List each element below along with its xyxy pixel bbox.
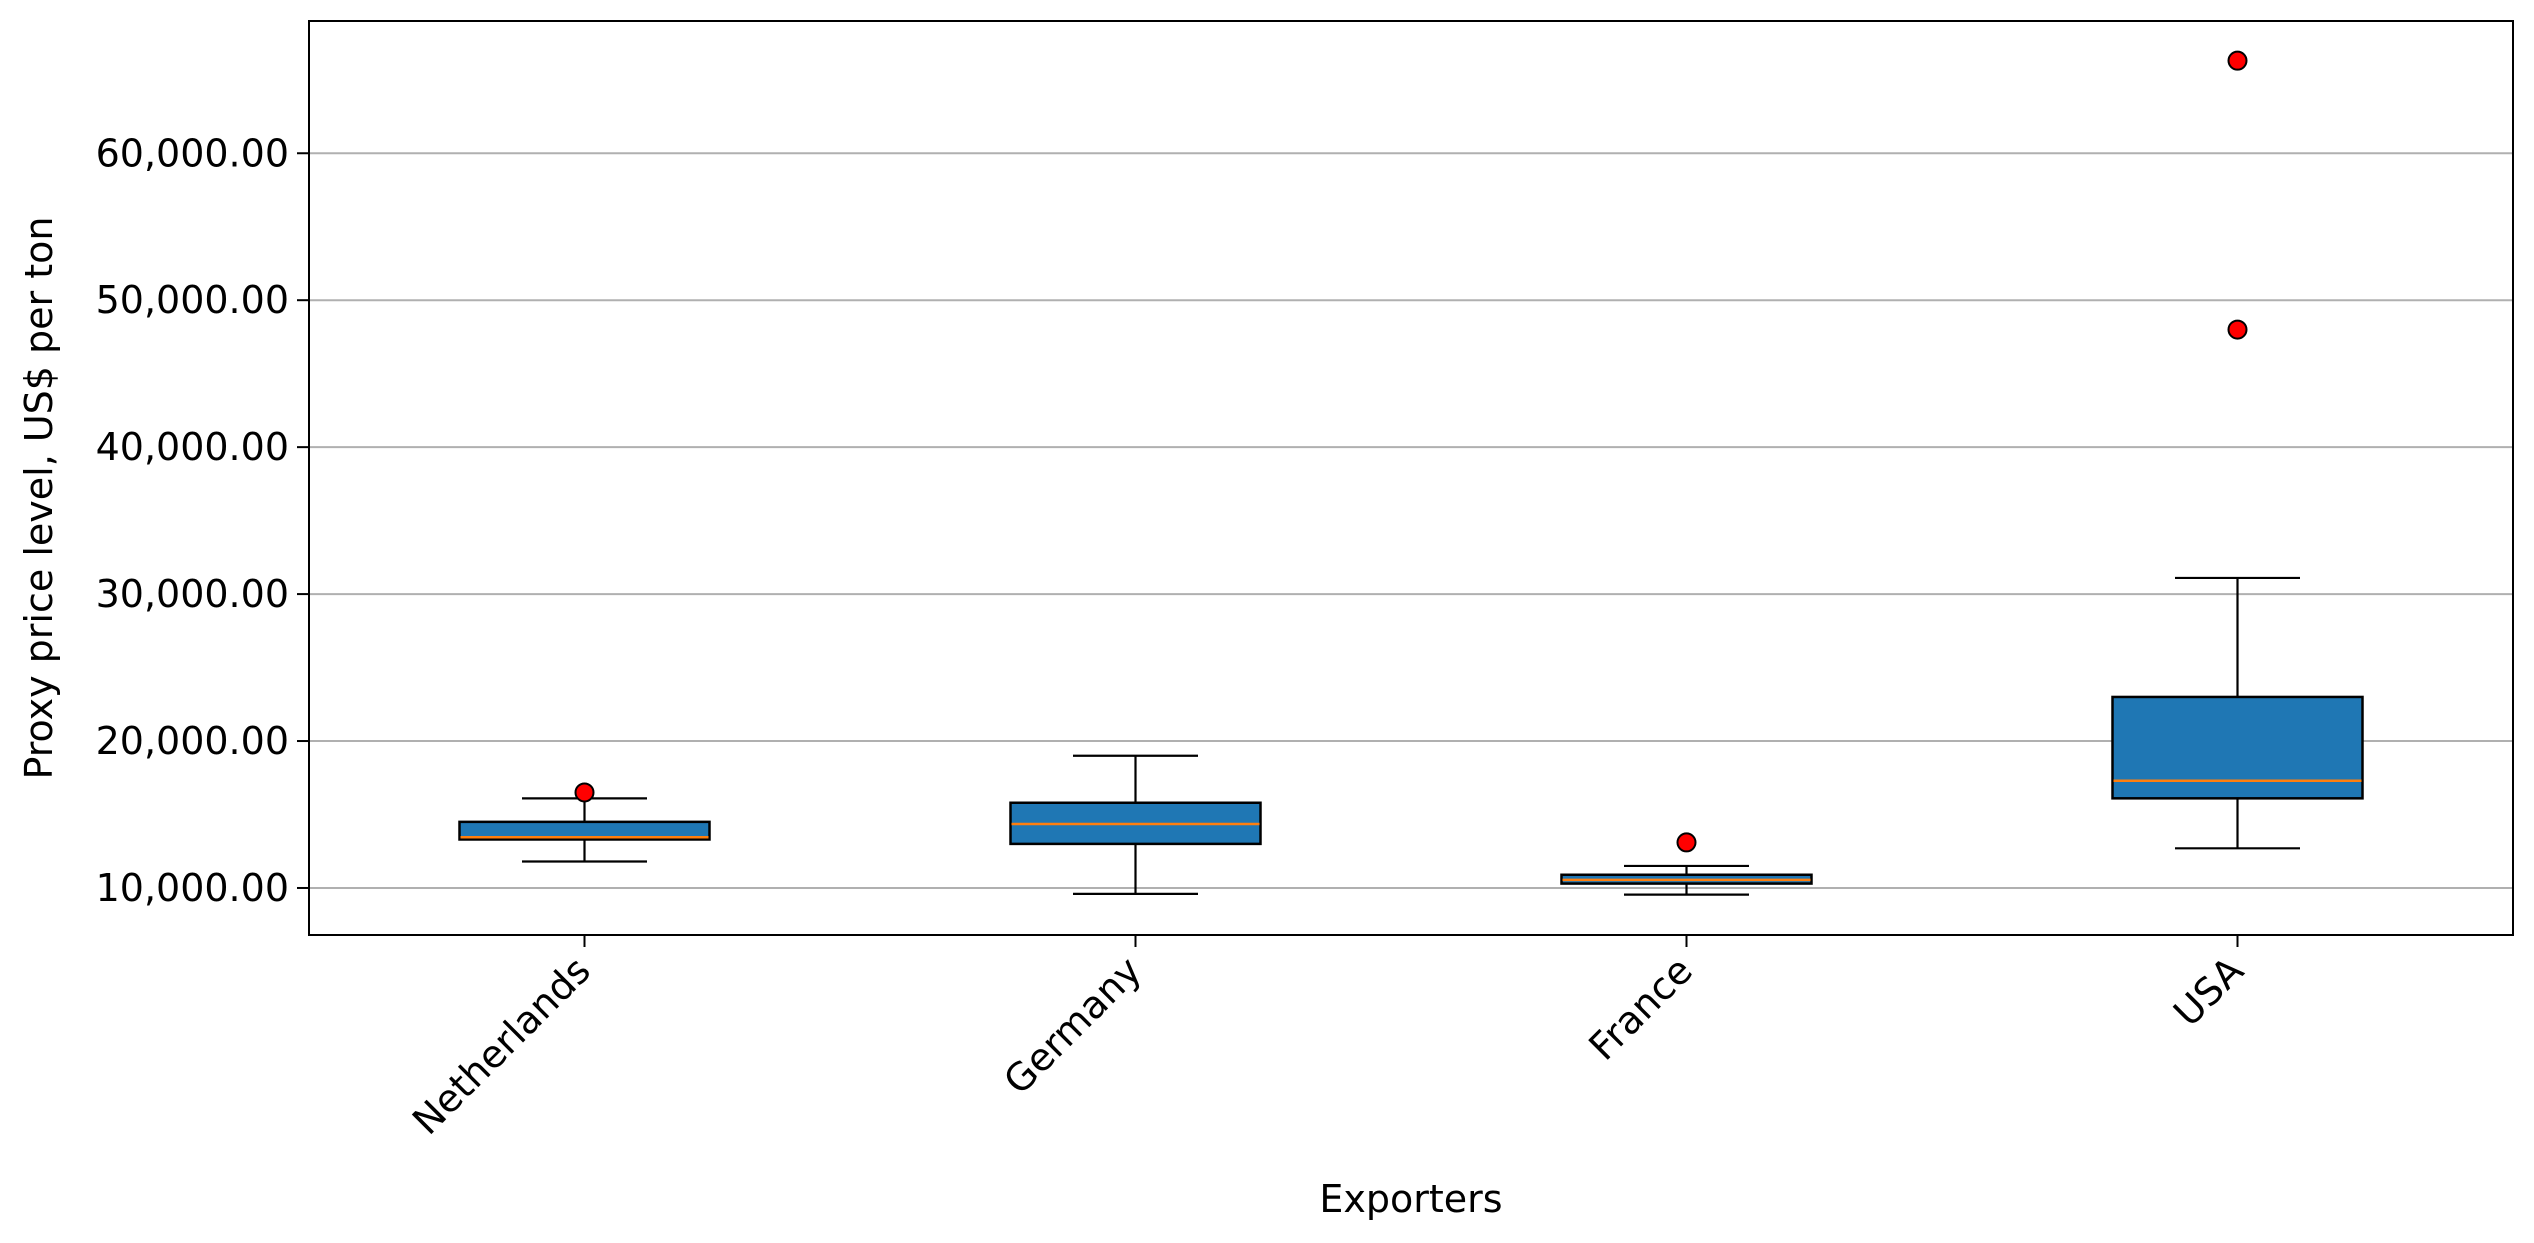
box-series — [458, 50, 2364, 896]
x-tick-label: France — [1580, 948, 1700, 1068]
outlier-point — [2227, 319, 2248, 340]
y-tick-label: 10,000.00 — [96, 866, 289, 910]
box-netherlands — [458, 782, 711, 863]
y-tick-label: 30,000.00 — [96, 572, 289, 616]
outlier-point — [2227, 50, 2248, 71]
iqr-box — [458, 820, 711, 841]
x-tick-label: Germany — [995, 948, 1150, 1103]
y-axis: 10,000.00 20,000.00 30,000.00 40,000.00 50,0… — [96, 131, 309, 910]
y-tick-label: 20,000.00 — [96, 719, 289, 763]
box-usa — [2111, 50, 2364, 850]
x-tick-label: Netherlands — [404, 948, 599, 1143]
y-tick-label: 60,000.00 — [96, 131, 289, 175]
outlier-point — [574, 782, 595, 803]
y-gridlines — [309, 152, 2513, 889]
y-axis-label: Proxy price level, US$ per ton — [17, 217, 61, 780]
x-axis: Netherlands Germany France USA — [404, 935, 2252, 1143]
iqr-box — [2111, 695, 2364, 800]
plot-frame — [308, 20, 2514, 936]
x-tick-label: USA — [2165, 948, 2252, 1035]
box-france — [1560, 832, 1813, 896]
y-tick-label: 40,000.00 — [96, 425, 289, 469]
y-tick-label: 50,000.00 — [96, 278, 289, 322]
outlier-point — [1676, 832, 1697, 853]
box-germany — [1009, 754, 1262, 895]
x-axis-label: Exporters — [1319, 1177, 1502, 1221]
